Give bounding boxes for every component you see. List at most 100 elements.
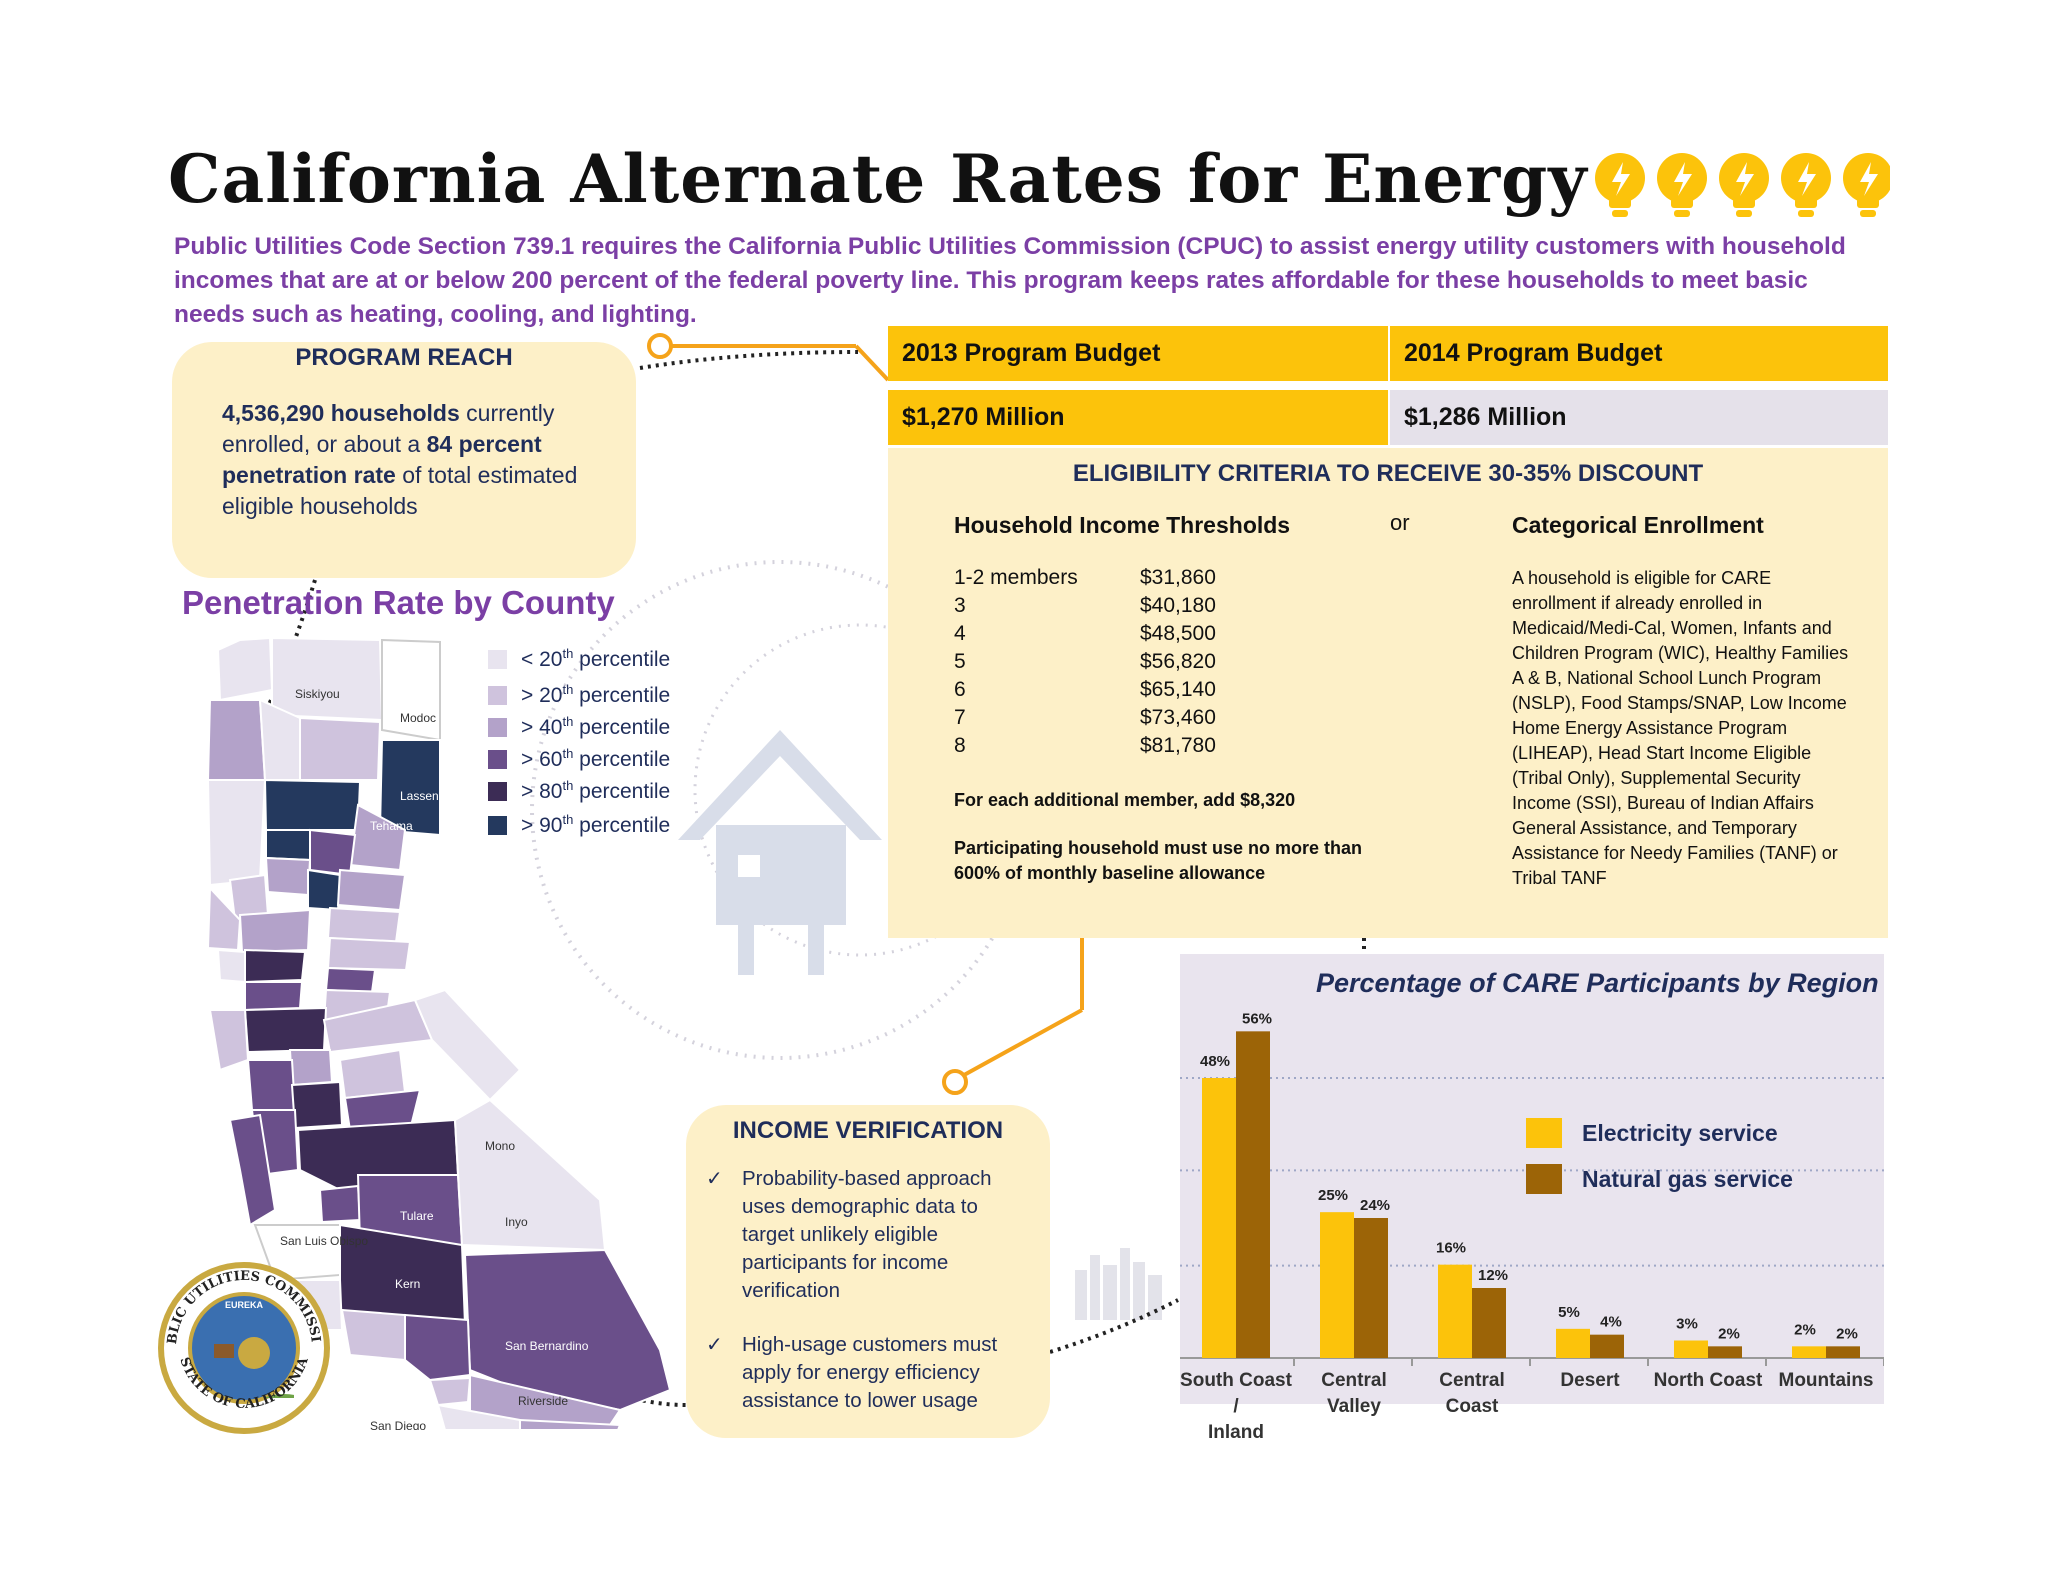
household-size: 6: [954, 678, 966, 701]
county-label: Tehama: [370, 819, 413, 833]
bar-value-label: 4%: [1600, 1314, 1622, 1331]
chart-legend-label: Electricity service: [1582, 1120, 1778, 1146]
county-del-norte: [216, 636, 274, 702]
county-contra-costa: [244, 981, 304, 1012]
income-row: 8 $81,780: [954, 734, 1254, 758]
county-label: San Bernardino: [505, 1339, 589, 1353]
budget-2013-value: $1,270 Million: [888, 390, 1388, 445]
category-label-line: Inland: [1208, 1422, 1264, 1443]
chart-title: Percentage of CARE Participants by Regio…: [1316, 968, 1879, 998]
chart-legend-swatch: [1526, 1118, 1562, 1148]
category-label-line: Mountains: [1778, 1370, 1874, 1391]
county-el-dorado: [326, 936, 412, 972]
verification-item-text: Probability-based approach uses demograp…: [742, 1167, 992, 1302]
legend-item: < 20th percentile: [488, 646, 670, 674]
legend-item: > 80th percentile: [488, 778, 670, 806]
eligibility-heading: ELIGIBILITY CRITERIA TO RECEIVE 30-35% D…: [1072, 460, 1704, 487]
county-label: Riverside: [518, 1394, 568, 1408]
eligibility-box: ELIGIBILITY CRITERIA TO RECEIVE 30-35% D…: [888, 448, 1888, 938]
county-sutter: [307, 868, 342, 912]
budget-2013-header: 2013 Program Budget: [888, 326, 1388, 381]
income-verification-heading: INCOME VERIFICATION: [732, 1117, 1004, 1144]
county-kings: [318, 1184, 362, 1224]
bar-electricity: [1320, 1212, 1354, 1358]
household-size: 1-2 members: [954, 566, 1078, 589]
county-placer: [326, 906, 402, 944]
check-icon: ✓: [706, 1334, 723, 1356]
county-label: San Luis Obispo: [280, 1234, 368, 1248]
legend-label: > 20th percentile: [521, 682, 671, 707]
house-icon: [678, 730, 882, 975]
budget-2014-header: 2014 Program Budget: [1390, 326, 1888, 381]
category-label: South Coast / Inland: [1176, 1368, 1296, 1446]
county-mendocino: [206, 779, 267, 887]
county-los-angeles: [404, 1313, 472, 1382]
category-label: Desert: [1530, 1368, 1650, 1394]
bar-value-label: 24%: [1360, 1197, 1390, 1214]
region-bar-chart: 48% 56% 25% 24% 16% 12% 5% 4% 3% 2% 2% 2%: [1180, 1010, 1884, 1366]
legend-label: < 20th percentile: [521, 646, 671, 671]
bar-value-label: 48%: [1200, 1053, 1230, 1070]
county-mariposa: [338, 1048, 407, 1100]
bar-electricity: [1674, 1340, 1708, 1358]
categorical-text: A household is eligible for CARE enrollm…: [1512, 568, 1849, 888]
household-size: 7: [954, 706, 966, 729]
income-row: 3 $40,180: [954, 594, 1254, 618]
county-label: Inyo: [505, 1215, 528, 1229]
bar-gas: [1236, 1031, 1270, 1358]
county-label: Mono: [485, 1139, 515, 1153]
check-icon: ✓: [706, 1168, 723, 1190]
lightbulb-icon: [1595, 153, 1645, 217]
income-threshold: $65,140: [1140, 678, 1216, 701]
county-humboldt: [206, 699, 267, 781]
county-imperial: [519, 1418, 622, 1430]
chart-legend-item: Natural gas service: [1526, 1164, 1793, 1194]
bar-gas: [1472, 1288, 1506, 1358]
bar-gas: [1590, 1334, 1624, 1358]
category-label-line: Central Coast: [1439, 1370, 1505, 1417]
bar-value-label: 12%: [1478, 1267, 1508, 1284]
category-label-line: Valley: [1327, 1396, 1381, 1417]
county-stanislaus: [288, 1049, 334, 1087]
county-shasta: [299, 716, 382, 781]
bar-value-label: 5%: [1558, 1304, 1580, 1321]
legend-label: > 40th percentile: [521, 714, 671, 739]
category-label: Mountains: [1766, 1368, 1886, 1394]
county-siskiyou: [271, 636, 384, 722]
bar-value-label: 3%: [1676, 1316, 1698, 1333]
category-label: Central Valley: [1294, 1368, 1414, 1420]
legend-swatch: [488, 650, 507, 669]
household-size: 8: [954, 734, 966, 757]
california-county-map: Tehama Lassen Siskiyou Modoc Mono Inyo T…: [206, 636, 670, 1430]
intro-text: Public Utilities Code Section 739.1 requ…: [174, 233, 1846, 328]
county-marin: [216, 948, 246, 984]
county-san-diego: [436, 1403, 521, 1430]
county-lassen: [378, 739, 441, 837]
income-threshold: $56,820: [1140, 650, 1216, 673]
penetration-title: Penetration Rate by County: [182, 584, 615, 621]
county-amador: [324, 966, 377, 994]
reach-text-1: currently enrolled, or about a: [222, 400, 555, 457]
income-row: 5 $56,820: [954, 650, 1254, 674]
bar-electricity: [1556, 1328, 1590, 1358]
budget-2014-value: $1,286 Million: [1390, 390, 1888, 445]
household-size: 3: [954, 594, 966, 617]
legend-label: > 90th percentile: [521, 812, 671, 837]
bar-value-label: 2%: [1836, 1325, 1858, 1342]
legend-swatch: [488, 750, 507, 769]
bar-gas: [1826, 1346, 1860, 1358]
bar-value-label: 2%: [1718, 1325, 1740, 1342]
county-glenn: [265, 829, 311, 862]
legend-item: > 60th percentile: [488, 746, 670, 774]
bar-electricity: [1792, 1346, 1826, 1358]
county-napa-yolo: [238, 908, 312, 954]
income-verification-box: INCOME VERIFICATION ✓ Probability-based a…: [686, 1105, 1050, 1438]
county-label: Tulare: [400, 1209, 434, 1223]
county-tehama: [263, 778, 362, 831]
legend-swatch: [488, 816, 507, 835]
lightbulb-icon: [1657, 153, 1707, 217]
lightbulb-icons: [1595, 153, 1890, 217]
page-title: California Alternate Rates for Energy: [168, 140, 1588, 218]
chart-legend-swatch: [1526, 1164, 1562, 1194]
county-san-mateo: [208, 1009, 250, 1072]
